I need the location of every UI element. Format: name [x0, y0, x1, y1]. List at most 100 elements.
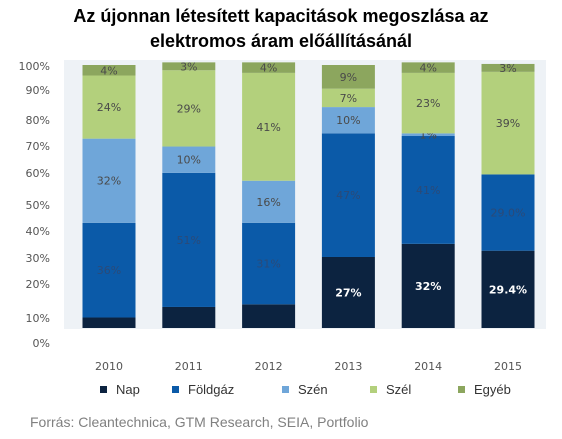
legend-swatch [370, 386, 377, 393]
legend-swatch [172, 386, 179, 393]
bar-segment-szén-2012 [242, 180, 296, 223]
data-label: 10% [177, 154, 201, 167]
legend-label: Szén [298, 382, 328, 397]
data-label: 41% [256, 121, 280, 134]
bars: 36% 32% 24% 4% 51% 10% 29% 3% 31% 16% 41% 4% 27% 47% 1… [82, 60, 535, 328]
data-label: 31% [256, 258, 280, 271]
chart-title-line-1: Az újonnan létesített kapacitások megosz… [73, 6, 489, 26]
bar-segment-nap-2013 [321, 256, 375, 328]
data-label: 3% [499, 62, 516, 75]
bar-group-2010: 36% 32% 24% 4% [82, 64, 136, 328]
legend-item-földgáz: Földgáz [172, 382, 234, 397]
data-label: 4% [419, 62, 436, 75]
data-label: 29.4% [489, 283, 527, 296]
data-label: 4% [260, 62, 277, 75]
bar-group-2012: 31% 16% 41% 4% [242, 62, 296, 328]
bar-group-2014: 32%41%1%23%4% [401, 62, 455, 328]
x-tick-label: 2014 [414, 360, 442, 373]
data-label: 41% [416, 184, 440, 197]
legend-label: Nap [116, 382, 140, 397]
y-tick-label: 10% [26, 312, 50, 325]
bar-segment-egyéb-2013 [321, 65, 375, 89]
chart-title: Az újonnan létesített kapacitások megosz… [0, 4, 562, 54]
x-tick-label: 2013 [334, 360, 362, 373]
bar-segment-egyéb-2014 [401, 62, 455, 73]
y-tick-label: 40% [26, 225, 50, 238]
y-tick-label: 60% [26, 167, 50, 180]
data-label: 47% [336, 189, 360, 202]
x-tick-label: 2010 [95, 360, 123, 373]
bar-segment-nap-2010 [82, 317, 136, 328]
data-label: 9% [340, 71, 357, 84]
bar-segment-szél-2015 [481, 71, 535, 175]
data-label: 51% [177, 234, 201, 247]
legend-item-egyéb: Egyéb [458, 382, 511, 397]
bar-segment-nap-2012 [242, 304, 296, 328]
bar-segment-nap-2014 [401, 243, 455, 328]
y-tick-label: 50% [26, 199, 50, 212]
bar-segment-szén-2011 [162, 146, 216, 173]
data-label: 32% [97, 175, 121, 188]
chart-title-line-2: elektromos áram előállításánál [149, 31, 413, 51]
bar-group-2011: 51% 10% 29% 3% [162, 60, 216, 328]
data-label: 36% [97, 264, 121, 277]
y-tick-label: 100% [19, 60, 50, 73]
bar-segment-nap-2011 [162, 306, 216, 328]
source-note: Forrás: Cleantechnica, GTM Research, SEI… [30, 414, 369, 430]
data-label: 16% [256, 196, 280, 209]
legend-label: Földgáz [188, 382, 234, 397]
data-label: 27% [335, 286, 361, 299]
bar-segment-földgáz-2013 [321, 133, 375, 257]
data-label: 4% [100, 64, 117, 77]
data-label: 29% [177, 102, 201, 115]
bar-segment-egyéb-2011 [162, 62, 216, 71]
x-tick-label: 2012 [255, 360, 283, 373]
bar-segment-földgáz-2012 [242, 222, 296, 305]
bar-segment-szél-2011 [162, 70, 216, 147]
y-tick-label: 90% [26, 84, 50, 97]
bar-segment-földgáz-2010 [82, 222, 136, 318]
y-tick-label: 70% [26, 140, 50, 153]
bar-segment-egyéb-2015 [481, 63, 535, 72]
bar-segment-szén-2010 [82, 138, 136, 223]
data-label: 23% [416, 97, 440, 110]
bar-segment-szél-2012 [242, 72, 296, 181]
x-axis: 2010 2011 2012 2013 2014 2015 [95, 360, 522, 373]
legend-item-nap: Nap [100, 382, 140, 397]
bar-segment-szél-2013 [321, 88, 375, 108]
x-tick-label: 2011 [175, 360, 203, 373]
data-label: 3% [180, 60, 197, 73]
bar-segment-egyéb-2010 [82, 65, 136, 76]
legend: Nap Földgáz Szén Szél Egyéb [100, 382, 511, 397]
y-tick-label: 20% [26, 278, 50, 291]
y-tick-label: 80% [26, 114, 50, 127]
bar-group-2013: 27% 47% 10% 7% 9% [321, 65, 375, 328]
y-tick-label: 0% [33, 337, 50, 350]
bar-segment-szél-2014 [401, 72, 455, 134]
legend-item-szél: Szél [370, 382, 411, 397]
legend-swatch [458, 386, 465, 393]
bar-segment-földgáz-2014 [401, 136, 455, 244]
data-label: 29.0% [491, 207, 526, 220]
x-tick-label: 2015 [494, 360, 522, 373]
legend-item-szén: Szén [282, 382, 328, 397]
legend-label: Szél [386, 382, 411, 397]
bar-segment-szén-2014 [401, 133, 455, 137]
bar-segment-földgáz-2011 [162, 172, 216, 307]
plot-area [64, 60, 546, 329]
data-label: 32% [415, 280, 441, 293]
bar-segment-egyéb-2012 [242, 62, 296, 73]
legend-swatch [100, 386, 107, 393]
data-label: 24% [97, 101, 121, 114]
bar-segment-szél-2010 [82, 75, 136, 139]
bar-group-2015: 29.4% 29.0% 39% 3% [481, 62, 535, 328]
y-axis: 0% 10% 20% 30% 40% 50% 60% 70% 80% 90% 100% [19, 60, 50, 350]
bar-segment-szén-2013 [321, 107, 375, 134]
bar-segment-földgáz-2015 [481, 174, 535, 251]
legend-swatch [282, 386, 289, 393]
data-label: 7% [340, 92, 357, 105]
bar-segment-nap-2015 [481, 250, 535, 328]
legend-label: Egyéb [474, 382, 511, 397]
y-tick-label: 30% [26, 252, 50, 265]
